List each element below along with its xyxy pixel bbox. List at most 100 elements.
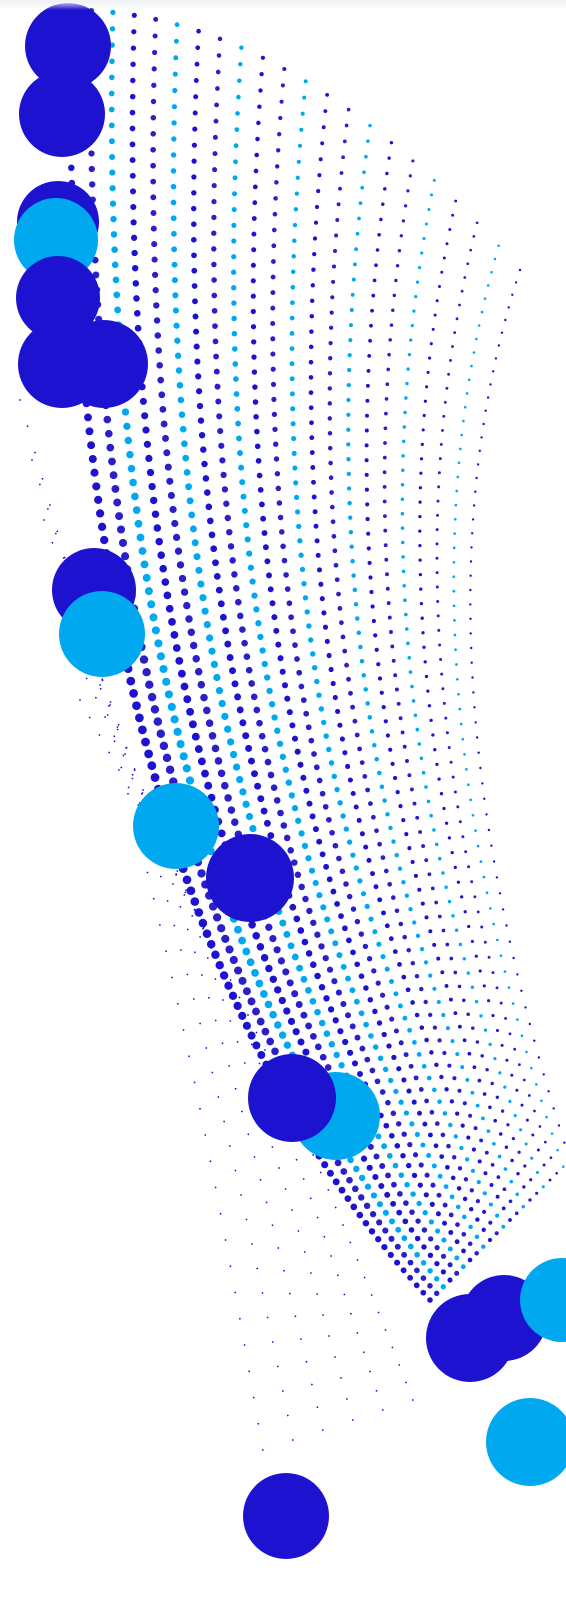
small-dot [454,648,457,652]
small-dot [171,277,178,284]
small-dot [377,1055,384,1062]
small-dot [164,463,172,471]
small-dot [185,483,193,491]
small-dot [192,313,199,320]
small-dot [492,922,496,926]
small-dot [266,1037,275,1046]
small-dot [234,693,242,701]
small-dot [379,992,386,998]
small-dot [217,600,225,608]
small-dot [428,356,432,360]
small-dot [231,300,237,306]
small-dot [401,880,406,885]
small-dot [280,83,285,88]
small-dot [345,975,351,982]
small-dot [357,878,363,884]
small-dot [289,361,295,367]
small-dot [252,184,258,190]
small-dot [347,353,352,358]
small-dot [286,600,293,607]
small-dot [172,533,181,542]
small-dot [208,647,216,655]
small-dot [439,658,443,661]
small-dot [479,860,483,863]
small-dot [300,1011,308,1019]
tiny-dot [257,1422,260,1425]
small-dot [308,359,314,365]
small-dot [454,503,458,507]
small-dot [510,1073,514,1077]
small-dot [146,468,155,477]
small-dot [162,677,171,686]
small-dot [214,102,220,108]
small-dot [390,1110,397,1117]
small-dot [204,489,211,496]
small-dot [326,966,334,973]
small-dot [142,573,151,582]
small-dot [244,536,251,543]
small-dot [503,970,507,973]
small-dot [475,221,479,225]
small-dot [292,465,298,471]
small-dot [382,1209,389,1216]
small-dot [289,903,297,911]
small-dot [472,504,476,507]
tiny-dot [206,957,209,959]
small-dot [247,997,256,1006]
small-dot [287,1017,296,1026]
tiny-dot [334,1356,336,1358]
small-dot [110,215,117,223]
small-dot [374,756,379,762]
small-dot [111,484,120,493]
tiny-dot [208,996,210,999]
small-dot [377,841,382,847]
small-dot [388,1235,395,1242]
small-dot [256,120,261,126]
small-dot [202,475,210,482]
small-dot [434,1276,440,1282]
small-dot [370,308,374,313]
small-dot [436,600,440,603]
small-dot [100,535,109,545]
small-dot [275,485,282,492]
small-dot [328,1041,336,1048]
small-dot [497,344,501,347]
small-dot [460,895,464,899]
small-dot [471,518,475,521]
small-dot [452,560,456,564]
tiny-dot [302,1178,305,1180]
small-dot [418,830,423,834]
small-dot [139,397,147,405]
small-dot [251,369,258,375]
small-dot [386,367,391,372]
small-dot [342,648,348,654]
small-dot [279,668,286,675]
small-dot [382,470,387,475]
small-dot [190,236,197,243]
small-dot [471,532,474,535]
small-dot [441,428,444,432]
small-dot [298,683,305,690]
small-dot [359,831,365,837]
small-dot [170,183,177,190]
small-dot [255,620,262,627]
small-dot [418,558,422,562]
small-dot [451,775,455,779]
small-dot [245,812,254,821]
small-dot [297,143,303,148]
small-dot [359,1045,366,1052]
small-dot [488,1220,493,1225]
tiny-dot [229,1020,232,1022]
tiny-dot [235,1004,237,1007]
small-dot [418,500,422,504]
small-dot [383,1122,390,1129]
small-dot [134,324,142,332]
small-dot [108,457,116,466]
small-dot [250,324,257,330]
small-dot [271,411,278,418]
small-dot [407,1027,413,1033]
small-dot [457,461,461,465]
small-dot [351,277,356,282]
small-dot [397,962,402,967]
small-dot [176,561,185,569]
